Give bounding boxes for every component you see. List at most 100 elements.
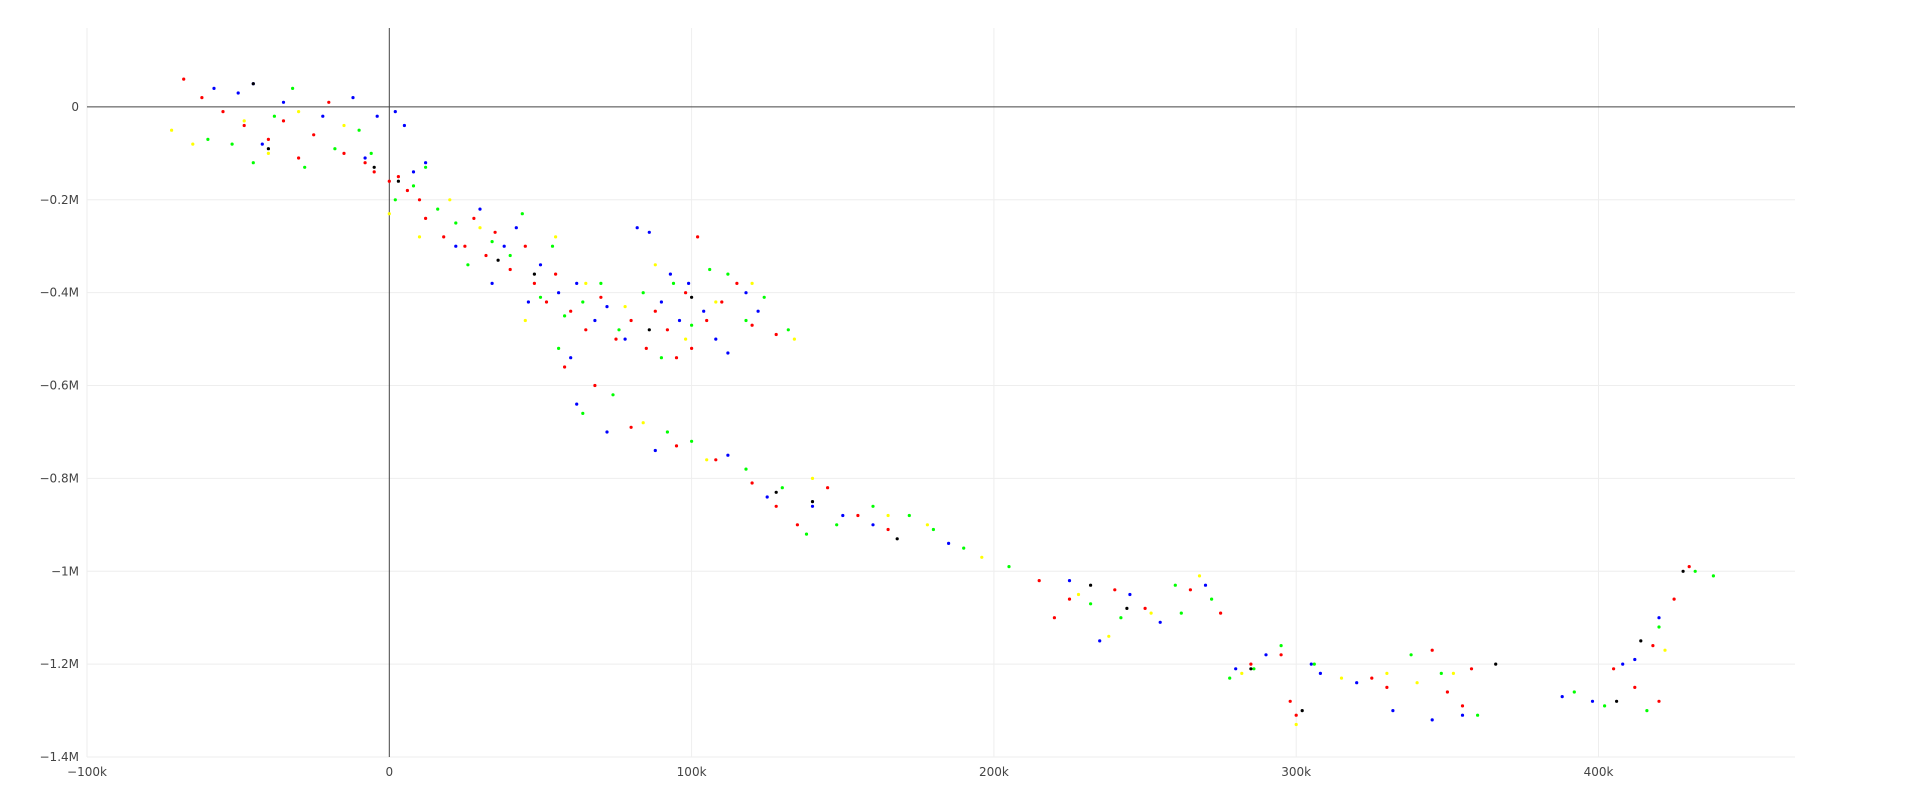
x-tick-label: 400k [1584,765,1614,779]
data-point [388,180,391,183]
data-point [660,300,663,303]
data-point [261,143,264,146]
data-point [1639,639,1642,642]
data-point [442,235,445,238]
data-point [726,273,729,276]
data-point [720,300,723,303]
data-point [887,514,890,517]
data-point [1694,570,1697,573]
data-point [1128,593,1131,596]
data-point [775,333,778,336]
data-point [1651,644,1654,647]
data-point [237,91,240,94]
data-point [406,189,409,192]
data-point [478,208,481,211]
data-point [744,468,747,471]
data-point [1561,695,1564,698]
data-point [418,198,421,201]
data-point [1310,663,1313,666]
data-point [1280,653,1283,656]
data-point [557,291,560,294]
data-point [327,101,330,104]
data-point [1053,616,1056,619]
data-point [267,138,270,141]
data-point [321,115,324,118]
data-point [1440,672,1443,675]
data-point [412,184,415,187]
data-point [1113,588,1116,591]
data-point [200,96,203,99]
data-point [962,547,965,550]
data-point [206,138,209,141]
data-point [781,486,784,489]
data-point [1228,677,1231,680]
series-green [206,87,1715,717]
data-point [1038,579,1041,582]
data-point [364,161,367,164]
data-point [726,454,729,457]
x-tick-label: 300k [1281,765,1311,779]
data-point [1591,700,1594,703]
data-point [705,319,708,322]
data-point [1234,667,1237,670]
data-point [533,273,536,276]
y-tick-label: −0.4M [40,286,80,300]
data-point [1249,667,1252,670]
data-point [569,356,572,359]
data-point [1068,579,1071,582]
data-point [1494,663,1497,666]
data-point [1446,690,1449,693]
data-point [654,263,657,266]
data-point [1189,588,1192,591]
data-point [1612,667,1615,670]
series-blue [212,82,1660,721]
data-point [252,82,255,85]
data-point [282,119,285,122]
data-point [554,273,557,276]
data-point [751,324,754,327]
data-point [524,245,527,248]
data-point [630,426,633,429]
data-point [221,110,224,113]
data-point [648,328,651,331]
data-point [687,282,690,285]
data-point [702,310,705,313]
data-point [545,300,548,303]
data-point [539,296,542,299]
data-point [744,291,747,294]
data-point [775,491,778,494]
data-point [1621,663,1624,666]
y-axis-ticks: 0 −0.2M −0.4M −0.6M −0.8M −1M −1.2M −1.4M [40,100,80,764]
x-axis-ticks: −100k 0 100k 200k 300k 400k [67,765,1613,779]
data-point [1125,607,1128,610]
data-point [705,458,708,461]
data-point [605,305,608,308]
data-point [491,240,494,243]
data-point [394,198,397,201]
data-point [630,319,633,322]
data-point [1240,672,1243,675]
data-point [575,403,578,406]
data-point [1077,593,1080,596]
data-point [624,338,627,341]
data-point [593,319,596,322]
data-point [871,523,874,526]
data-point [403,124,406,127]
data-point [243,119,246,122]
data-point [751,282,754,285]
data-point [1098,639,1101,642]
data-point [418,235,421,238]
data-point [191,143,194,146]
data-point [1615,700,1618,703]
data-point [373,166,376,169]
data-point [297,110,300,113]
data-point [1159,621,1162,624]
data-point [494,231,497,234]
data-point [787,328,790,331]
data-point [1204,584,1207,587]
data-point [1089,602,1092,605]
data-point [212,87,215,90]
y-tick-label: −1.4M [40,750,80,764]
data-point [333,147,336,150]
